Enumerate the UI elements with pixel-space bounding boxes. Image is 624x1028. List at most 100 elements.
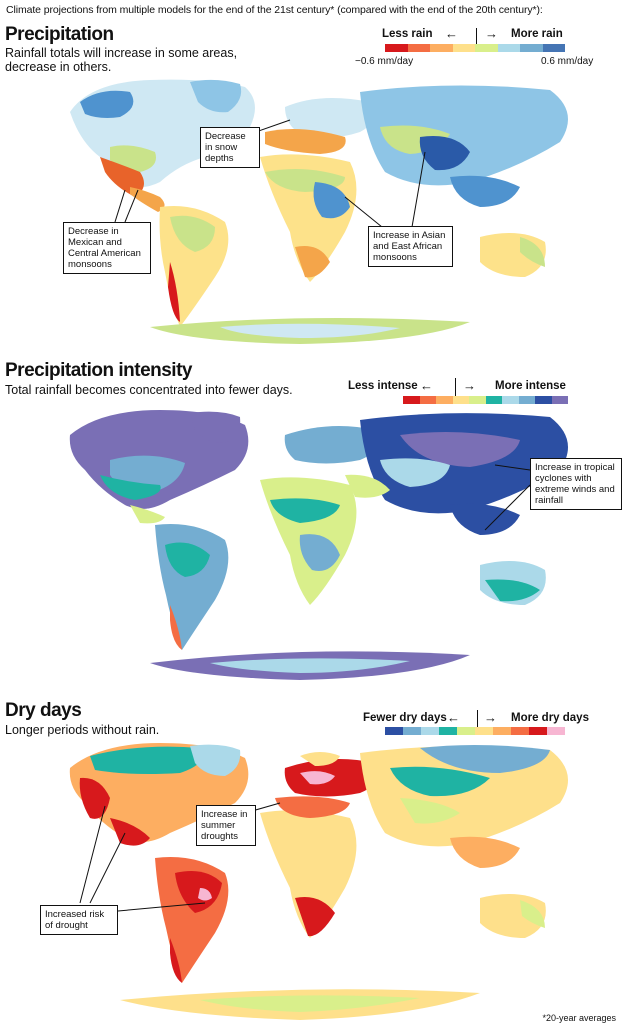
asia-purple: [400, 431, 520, 467]
antarctica-inner: [210, 658, 410, 673]
legend-swatch: [439, 727, 457, 735]
south-america: [155, 524, 229, 650]
left-arrow-icon: ←: [447, 710, 460, 725]
panel-subtitle: Rainfall totals will increase in some ar…: [5, 46, 238, 74]
asia-north: [420, 744, 550, 773]
na-north: [90, 746, 203, 774]
north-america-wet: [80, 90, 134, 118]
australia-east: [520, 237, 545, 267]
legend-color-bar: [385, 727, 565, 735]
legend-swatch: [547, 727, 565, 735]
callout-snow-depths: Decrease in snow depths: [200, 127, 260, 168]
panel-title: Dry days: [5, 700, 82, 721]
legend-right-label: More dry days: [511, 712, 589, 724]
mexico-dry: [100, 157, 144, 197]
legend-swatch: [529, 727, 547, 735]
mediterranean-dry: [265, 128, 346, 154]
asia-teal: [390, 766, 490, 797]
sa-south: [170, 605, 182, 650]
legend-swatch: [407, 44, 430, 52]
callout-drought-risk: Increased risk of drought: [40, 905, 118, 935]
panel-subtitle: Longer periods without rain.: [5, 723, 160, 737]
brazil-red: [175, 870, 222, 913]
legend-divider: [476, 28, 477, 48]
leader-line: [89, 832, 126, 904]
antarctica-wet: [220, 323, 400, 338]
legend-swatch: [502, 396, 519, 404]
leader-line: [494, 464, 531, 471]
leader-line: [344, 196, 383, 228]
greenland: [190, 744, 241, 776]
asia: [360, 85, 568, 186]
greenland: [190, 79, 242, 113]
drydays-panel: Dry days Longer periods without rain. Fe…: [0, 690, 624, 1028]
precipitation-panel: Precipitation Rainfall totals will incre…: [0, 0, 624, 350]
na-west-red: [79, 777, 110, 819]
africa-blue: [299, 534, 340, 571]
australia-teal: [485, 579, 540, 602]
asia-light: [380, 458, 450, 487]
legend-color-bar: [403, 396, 568, 404]
leader-line: [79, 805, 106, 904]
caribbean: [130, 505, 165, 524]
panel-title: Precipitation: [5, 24, 114, 45]
legend-swatch: [511, 727, 529, 735]
footnote: *20-year averages: [542, 1013, 616, 1023]
intensity-map: [69, 410, 568, 680]
legend-swatch: [430, 44, 453, 52]
antarctica-green: [200, 995, 420, 1012]
middle-east: [345, 474, 390, 498]
leader-line: [484, 484, 531, 531]
right-arrow-icon: →: [484, 710, 497, 725]
legend-swatch: [485, 396, 502, 404]
panel-subtitle: Total rainfall becomes concentrated into…: [5, 383, 293, 397]
southeast-asia: [450, 503, 520, 535]
asia-green: [400, 798, 460, 824]
intensity-panel: Precipitation intensity Total rainfall b…: [0, 350, 624, 690]
right-arrow-icon: →: [485, 26, 498, 41]
legend-swatch: [493, 727, 511, 735]
australia-east: [520, 900, 545, 928]
legend-swatch: [452, 396, 469, 404]
asia-monsoon: [419, 136, 470, 171]
na-teal-band: [100, 475, 161, 500]
leader-line: [117, 902, 206, 912]
legend-swatch: [535, 396, 552, 404]
left-arrow-icon: ←: [420, 378, 433, 393]
scandinavia: [300, 752, 340, 766]
central-america: [130, 187, 165, 212]
amazon: [170, 215, 215, 252]
legend-swatch: [542, 44, 565, 52]
precipitation-legend: Less rain ← → More rain −0.6 mm/day 0.6 …: [355, 26, 605, 72]
legend-swatch: [475, 44, 498, 52]
europe-pink: [300, 771, 335, 785]
legend-swatch: [419, 396, 436, 404]
callout-tropical-cyclones: Increase in tropical cyclones with extre…: [530, 458, 622, 510]
legend-left-label: Less rain: [382, 28, 433, 40]
brazil-pink: [198, 888, 212, 901]
left-arrow-icon: ←: [445, 26, 458, 41]
africa-south: [295, 897, 335, 937]
legend-right-label: More rain: [511, 28, 563, 40]
legend-divider: [455, 378, 456, 402]
legend-swatch: [469, 396, 486, 404]
intensity-legend: Less intense ← → More intense: [345, 378, 585, 408]
legend-color-bar: [385, 44, 565, 52]
africa-teal: [270, 498, 340, 523]
legend-swatch: [475, 727, 493, 735]
legend-swatch: [520, 44, 543, 52]
sa-teal: [165, 542, 210, 577]
right-arrow-icon: →: [463, 378, 476, 393]
greenland: [190, 411, 241, 443]
legend-divider: [477, 710, 478, 732]
legend-min-label: −0.6 mm/day: [355, 56, 414, 67]
sa-south: [170, 938, 182, 983]
south-africa-dry: [295, 246, 330, 278]
africa: [260, 810, 357, 938]
east-africa-wet: [313, 182, 350, 219]
leader-line: [114, 189, 126, 223]
legend-left-label: Fewer dry days: [363, 712, 447, 724]
intro-text: Climate projections from multiple models…: [6, 4, 543, 16]
legend-max-label: 0.6 mm/day: [541, 56, 594, 67]
precipitation-map: [70, 79, 568, 344]
